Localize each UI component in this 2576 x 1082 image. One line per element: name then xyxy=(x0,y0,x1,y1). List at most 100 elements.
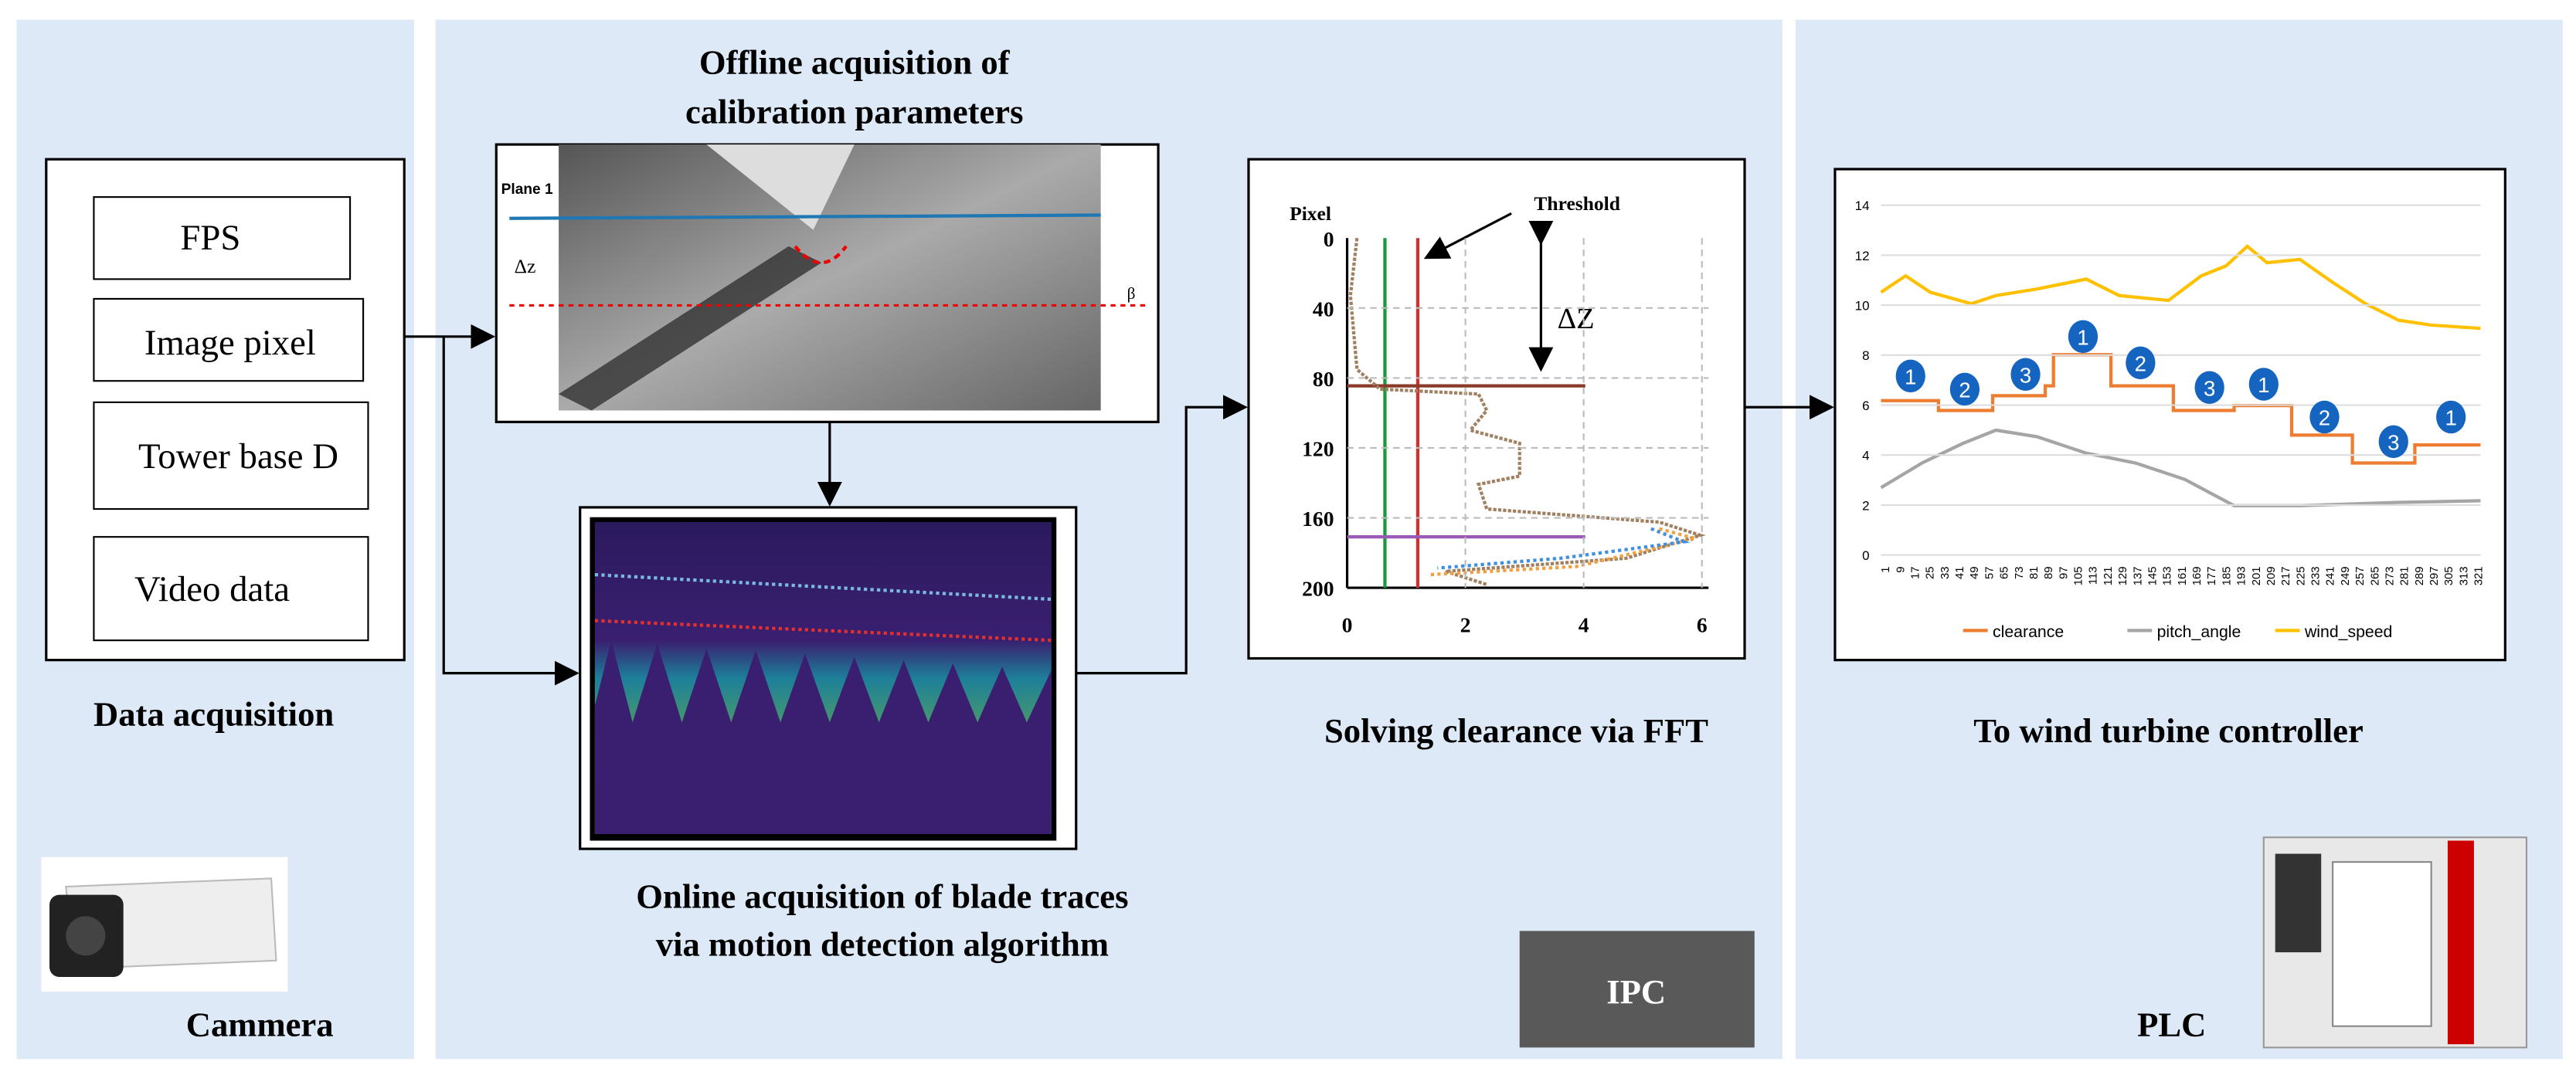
tick-label: 25 xyxy=(1925,566,1937,579)
plc-icon xyxy=(2262,836,2528,1049)
tick-label: 4 xyxy=(1579,612,1589,636)
annotation: ΔZ xyxy=(1558,303,1595,335)
device-label: PLC xyxy=(2137,1005,2206,1043)
marker-label: 1 xyxy=(2077,325,2088,349)
legend-label: clearance xyxy=(1993,622,2064,641)
marker-label: 3 xyxy=(2204,376,2215,400)
item-box xyxy=(93,536,369,642)
marker-badge xyxy=(2068,320,2099,354)
tick-label: 193 xyxy=(2236,566,2248,585)
marker-badge xyxy=(2248,368,2279,401)
camera-icon xyxy=(41,856,288,992)
ipc-box xyxy=(1519,931,1755,1048)
legend-label: pitch_angle xyxy=(2157,622,2241,641)
item-box xyxy=(93,401,369,510)
tick-label: 233 xyxy=(2310,566,2323,585)
tick-label: 121 xyxy=(2102,566,2115,585)
tick-label: 0 xyxy=(1324,227,1334,251)
tick-label: 281 xyxy=(2399,566,2411,585)
tick-label: 185 xyxy=(2221,566,2233,585)
tick-label: 73 xyxy=(2014,566,2026,579)
tick-label: 257 xyxy=(2354,566,2367,585)
tick-label: 97 xyxy=(2058,566,2070,579)
tick-label: 6 xyxy=(1862,399,1869,413)
tick-label: 177 xyxy=(2206,566,2218,585)
fft-box xyxy=(1247,158,1746,660)
marker-badge xyxy=(2378,425,2408,459)
image-label: Plane 1 xyxy=(501,181,553,198)
item: Tower base D xyxy=(138,436,338,477)
tick-label: 297 xyxy=(2428,566,2441,585)
fft-chart xyxy=(1345,212,1709,589)
item-box xyxy=(93,196,352,280)
tick-label: 225 xyxy=(2295,566,2307,585)
tick-label: 321 xyxy=(2473,566,2486,585)
tick-label: 105 xyxy=(2073,566,2085,585)
tick-label: 113 xyxy=(2088,566,2100,585)
marker-badge xyxy=(2436,400,2466,434)
panel-title: calibration parameters xyxy=(685,92,1023,131)
tick-label: 10 xyxy=(1855,299,1870,314)
image-label: Δz xyxy=(515,255,536,277)
tick-label: 8 xyxy=(1862,348,1869,363)
tick-label: 9 xyxy=(1895,566,1907,572)
tick-label: 65 xyxy=(1999,566,2011,579)
panel-title: via motion detection algorithm xyxy=(656,924,1109,963)
tick-label: 2 xyxy=(1460,612,1471,636)
tick-label: 145 xyxy=(2146,566,2159,585)
tick-label: 41 xyxy=(1954,566,1966,579)
device-label: Cammera xyxy=(186,1005,334,1043)
arrows xyxy=(404,324,1834,686)
tick-label: 2 xyxy=(1862,498,1869,513)
item: Video data xyxy=(134,569,290,609)
annotation: Threshold xyxy=(1534,192,1620,215)
marker-label: 3 xyxy=(2387,431,2399,455)
tick-label: 17 xyxy=(1909,566,1922,579)
tick-label: 241 xyxy=(2325,566,2337,585)
tick-label: 1 xyxy=(1880,566,1892,572)
tick-label: 0 xyxy=(1342,612,1353,636)
tick-label: 289 xyxy=(2414,566,2426,585)
marker-label: 1 xyxy=(1905,365,1916,388)
tick-label: 14 xyxy=(1855,198,1870,213)
image-label: β xyxy=(1127,284,1136,303)
item: FPS xyxy=(180,218,240,258)
panel-title: Offline acquisition of xyxy=(699,43,1011,82)
tick-label: 49 xyxy=(1969,566,1981,579)
marker-badge xyxy=(2010,358,2041,391)
tick-label: 80 xyxy=(1313,367,1334,391)
tick-label: 33 xyxy=(1939,566,1952,579)
tick-label: 169 xyxy=(2191,566,2204,585)
item: Image pixel xyxy=(144,323,316,363)
marker-label: 2 xyxy=(2319,406,2330,430)
tick-label: 305 xyxy=(2443,566,2455,585)
ipc-label: IPC xyxy=(1606,972,1666,1011)
tick-label: 120 xyxy=(1302,437,1334,461)
marker-badge xyxy=(1895,359,1925,393)
marker-badge xyxy=(1949,372,1980,406)
legend-label: wind_speed xyxy=(2304,622,2392,641)
tick-label: 200 xyxy=(1302,577,1334,601)
marker-label: 3 xyxy=(2020,363,2031,387)
motion-image xyxy=(594,522,1052,834)
tick-label: 201 xyxy=(2251,566,2263,585)
calibration-image xyxy=(509,144,1150,411)
tick-label: 313 xyxy=(2458,566,2470,585)
panel-title: Solving clearance via FFT xyxy=(1324,711,1708,750)
tick-label: 0 xyxy=(1862,548,1869,563)
tick-label: 153 xyxy=(2162,566,2174,585)
marker-badge xyxy=(2309,400,2340,434)
panel-title: Online acquisition of blade traces xyxy=(636,877,1128,916)
panel-title: To wind turbine controller xyxy=(1973,711,2364,750)
marker-label: 2 xyxy=(2135,351,2146,375)
tick-label: 249 xyxy=(2340,566,2352,585)
tick-label: 89 xyxy=(2043,566,2055,579)
marker-badge xyxy=(2194,371,2224,404)
axis-label: Pixel xyxy=(1290,202,1331,225)
marker-badge xyxy=(2126,346,2156,380)
tick-label: 57 xyxy=(1983,566,1996,579)
tick-label: 273 xyxy=(2384,566,2396,585)
item-box xyxy=(93,297,365,382)
